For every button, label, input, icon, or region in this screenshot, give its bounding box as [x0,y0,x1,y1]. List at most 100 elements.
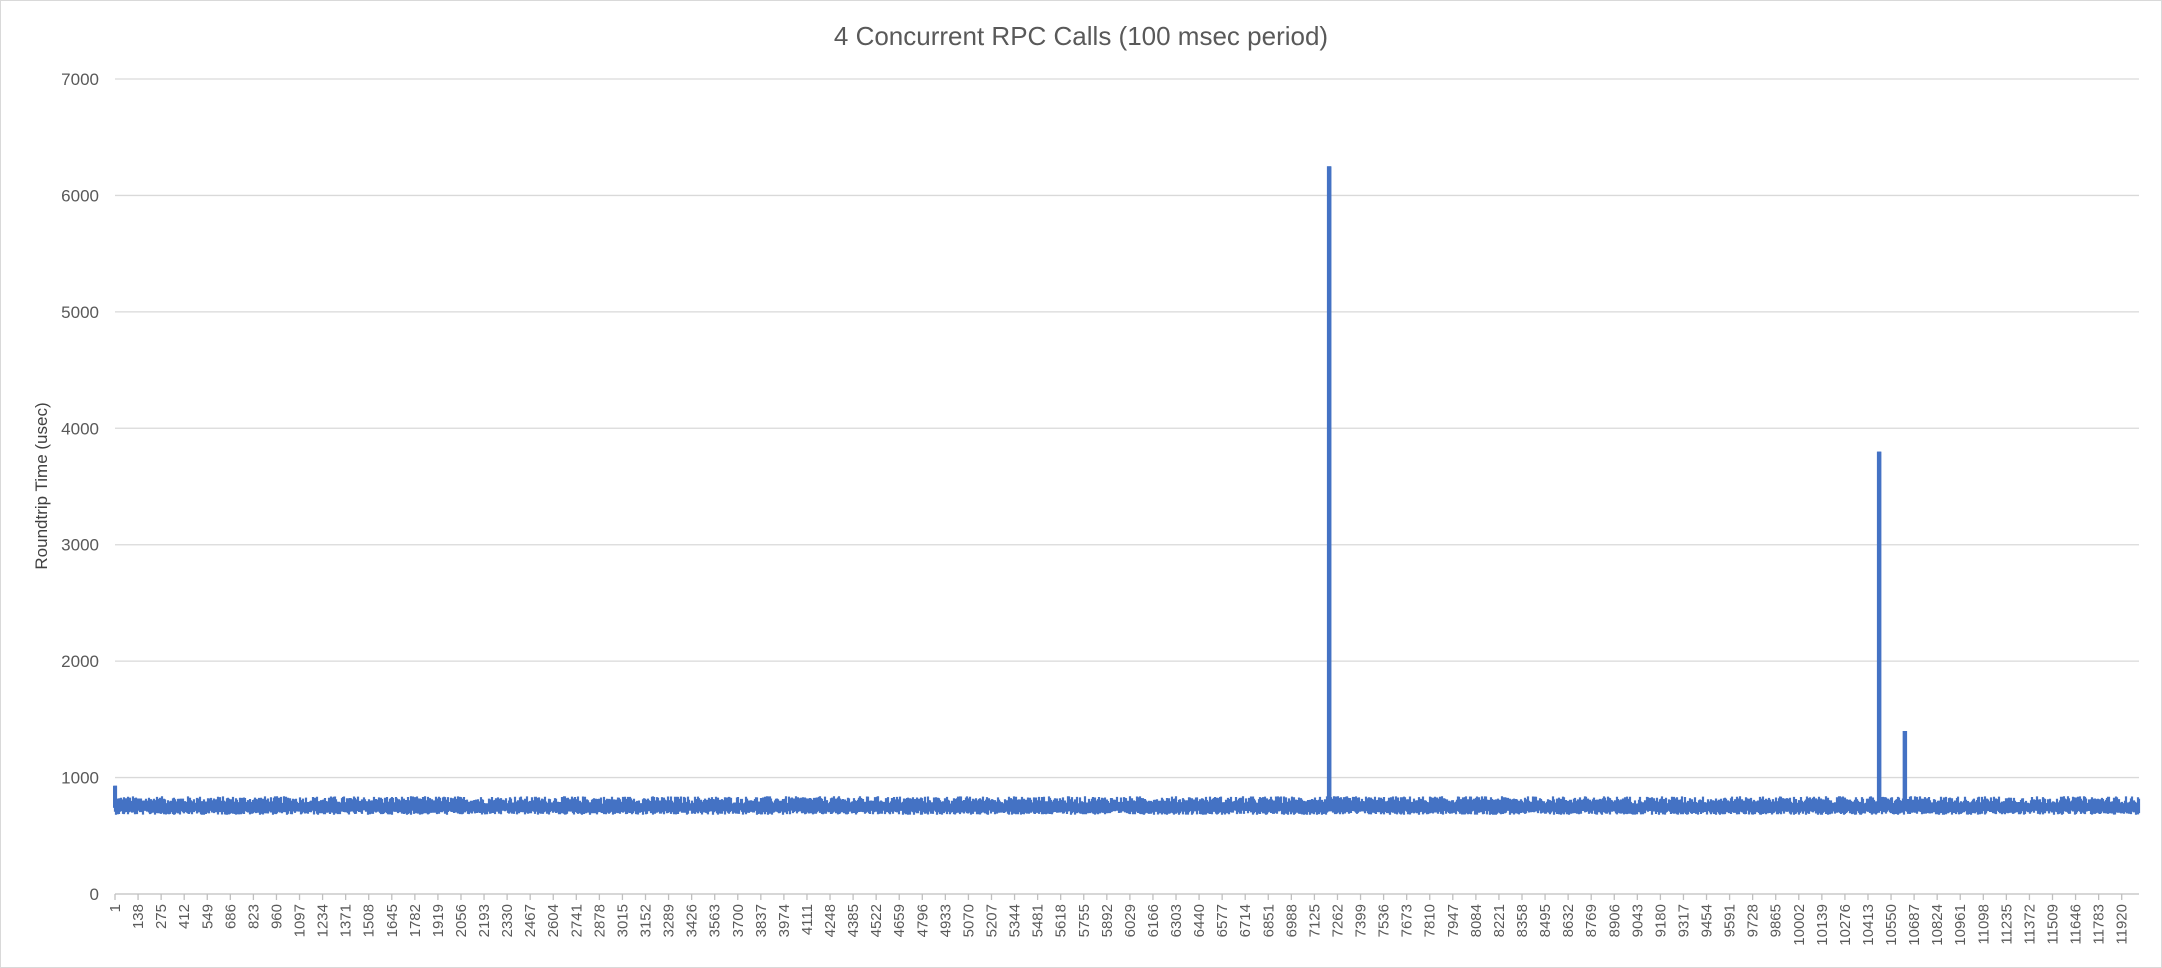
x-tick-label: 5618 [1053,904,1070,937]
x-tick-label: 2056 [453,904,470,937]
x-tick-label: 11372 [2021,904,2038,945]
x-tick-label: 960 [268,904,285,929]
x-tick-label: 275 [153,904,170,929]
x-tick-label: 10687 [1906,904,1923,946]
x-tick-label: 7947 [1445,904,1462,937]
x-tick-label: 5070 [960,904,977,937]
x-tick-label: 4111 [799,904,816,935]
x-tick-label: 7262 [1329,904,1346,937]
x-tick-label: 10139 [1814,904,1831,946]
x-tick-label: 1782 [407,904,424,937]
x-tick-label: 11098 [1975,904,1992,945]
x-tick-label: 3837 [753,904,770,937]
x-tick-label: 1508 [361,904,378,937]
series-line [113,166,2141,815]
x-tick-label: 9865 [1768,904,1785,937]
x-tick-label: 6303 [1168,904,1185,937]
y-tick-label: 4000 [61,419,99,438]
x-tick-label: 2330 [499,904,516,937]
x-tick-label: 10276 [1837,904,1854,946]
x-tick-label: 4933 [937,904,954,937]
x-tick-label: 10413 [1860,904,1877,946]
x-tick-label: 3974 [776,904,793,937]
x-tick-label: 1645 [384,904,401,937]
gridlines [115,78,2139,895]
x-tick-label: 5481 [1030,904,1047,937]
x-tick-label: 3152 [638,904,655,937]
y-tick-label: 2000 [61,652,99,671]
x-tick-label: 5344 [1007,904,1024,937]
x-tick-label: 6851 [1260,904,1277,937]
x-tick-label: 549 [199,904,216,929]
x-tick-label: 8084 [1468,904,1485,937]
y-axis-label: Roundtrip Time (usec) [32,402,51,569]
x-tick-label: 3563 [707,904,724,937]
x-tick-label: 3426 [684,904,701,937]
x-tick-label: 5892 [1099,904,1116,937]
x-tick-label: 686 [222,904,239,929]
x-tick-label: 412 [176,904,193,929]
x-tick-label: 6166 [1145,904,1162,937]
x-tick-label: 9728 [1745,904,1762,937]
x-tick-label: 10824 [1929,904,1946,946]
x-tick-label: 823 [245,904,262,929]
x-tick-label: 7125 [1306,904,1323,937]
x-tick-label: 2741 [568,904,585,937]
x-tick-label: 11920 [2114,904,2131,945]
x-tick-label: 2878 [591,904,608,937]
x-tick-label: 138 [130,904,147,929]
x-tick-label: 5755 [1076,904,1093,937]
x-tick-label: 11235 [1998,904,2015,945]
x-tick-label: 11509 [2045,904,2062,945]
x-tick-label: 9454 [1699,904,1716,937]
x-tick-label: 9180 [1652,904,1669,937]
x-tick-label: 4796 [914,904,931,937]
x-tick-label: 3700 [730,904,747,937]
chart-title: 4 Concurrent RPC Calls (100 msec period) [834,21,1328,51]
x-tick-label: 11783 [2091,904,2108,945]
x-tick-label: 1371 [338,904,355,937]
x-tick-label: 9591 [1722,904,1739,937]
x-tick-label: 4659 [891,904,908,937]
x-tick-label: 7399 [1353,904,1370,937]
x-tick-label: 6577 [1214,904,1231,937]
x-tick-label: 10002 [1791,904,1808,946]
y-tick-label: 7000 [61,70,99,89]
x-tick-label: 11646 [2068,904,2085,945]
x-tick-label: 6440 [1191,904,1208,937]
x-tick-label: 2604 [545,904,562,937]
y-tick-label: 5000 [61,303,99,322]
x-tick-label: 1234 [315,904,332,937]
x-tick-label: 3015 [614,904,631,937]
x-tick-label: 3289 [661,904,678,937]
y-tick-label: 1000 [61,769,99,788]
x-tick-label: 7536 [1376,904,1393,937]
x-tick-label: 6988 [1283,904,1300,937]
y-tick-label: 0 [90,885,99,904]
x-tick-label: 2467 [522,904,539,937]
series-layer [113,166,2141,815]
y-tick-labels: 0 1000 2000 3000 4000 5000 6000 7000 [61,70,99,904]
y-tick-label: 3000 [61,536,99,555]
x-tick-label: 4248 [822,904,839,937]
x-tick-label: 7810 [1422,904,1439,937]
x-tick-label: 8906 [1606,904,1623,937]
x-tick-label: 4522 [868,904,885,937]
x-tick-label: 4385 [845,904,862,937]
x-tick-label: 9043 [1629,904,1646,937]
x-tick-label: 6029 [1122,904,1139,937]
x-tick-label: 1 [107,904,124,912]
x-tick-label: 9317 [1675,904,1692,937]
x-tick-label: 7673 [1399,904,1416,937]
x-tick-label: 1097 [292,904,309,937]
x-tick-label: 8769 [1583,904,1600,937]
x-tick-label: 10961 [1952,904,1969,946]
y-tick-label: 6000 [61,186,99,205]
x-tick-label: 8358 [1514,904,1531,937]
x-tick-label: 6714 [1237,904,1254,937]
x-tick-label: 10550 [1883,904,1900,946]
x-tick-label: 8632 [1560,904,1577,937]
x-tick-label: 1919 [430,904,447,937]
